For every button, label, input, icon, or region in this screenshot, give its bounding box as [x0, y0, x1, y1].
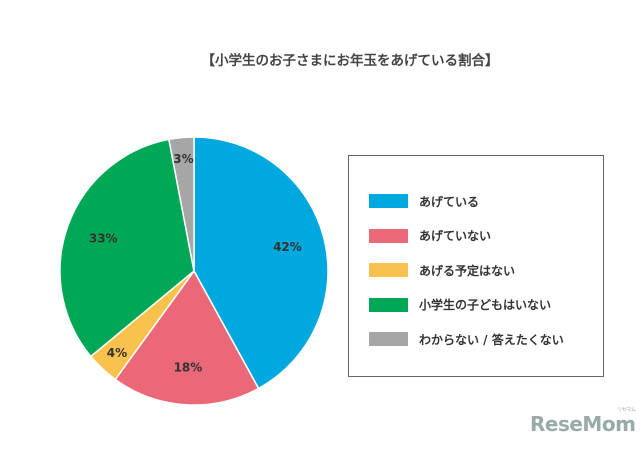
legend-swatch — [369, 332, 408, 346]
resemom-logo: ReseMom リセマム — [530, 407, 636, 436]
legend-item-1: あげていない — [369, 228, 491, 244]
pie-slice-0 — [193, 136, 329, 390]
pie-slice-3 — [59, 138, 195, 358]
data-label-1: 18% — [174, 360, 203, 374]
legend-swatch — [369, 194, 408, 208]
data-label-0: 42% — [273, 240, 302, 254]
legend-label: あげている — [419, 194, 480, 209]
legend-swatch — [369, 228, 408, 243]
legend-label: あげていない — [419, 229, 492, 243]
legend-swatch — [369, 297, 408, 312]
legend-item-2: あげる予定はない — [369, 262, 515, 278]
legend-item-3: 小学生の子どもはいない — [369, 297, 551, 313]
data-label-2: 4% — [107, 346, 127, 360]
legend-item-4: わからない / 答えたくない — [369, 331, 564, 347]
chart-title: 【小学生のお子さまにお年玉をあげている割合】 — [201, 53, 499, 69]
legend-swatch — [369, 263, 408, 277]
logo-subtext: リセマム — [617, 407, 636, 413]
legend-label: わからない / 答えたくない — [419, 332, 564, 347]
logo-text: ReseMom — [530, 412, 636, 436]
data-label-3: 33% — [89, 231, 118, 245]
legend: あげているあげていないあげる予定はない小学生の子どもはいない わからない / 答え… — [348, 155, 604, 377]
legend-label: 小学生の子どもはいない — [419, 298, 552, 312]
legend-label: あげる予定はない — [419, 263, 516, 278]
data-label-4: 3% — [173, 152, 193, 166]
pie-slice-1 — [114, 269, 260, 406]
legend-item-0: あげている — [369, 193, 479, 209]
pie-slice-4 — [168, 136, 195, 272]
